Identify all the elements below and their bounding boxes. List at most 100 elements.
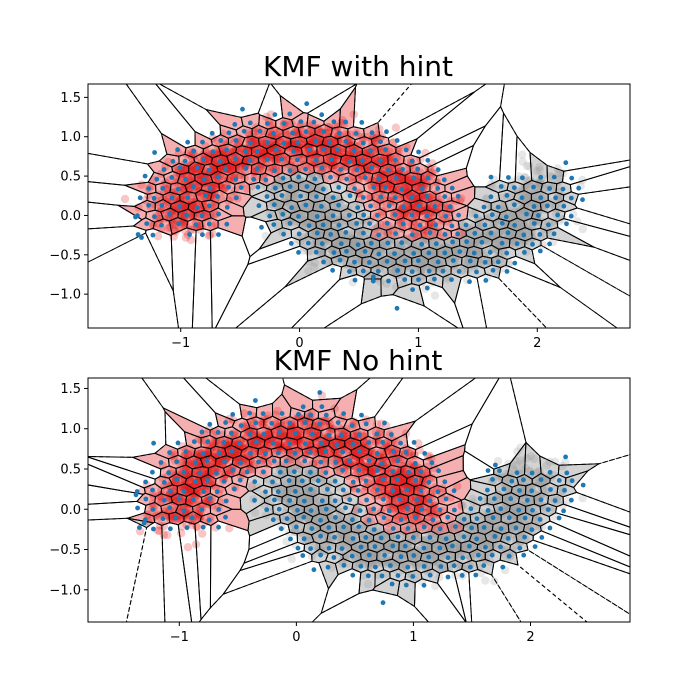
data-point-upper xyxy=(188,212,198,221)
data-point-upper xyxy=(391,169,401,178)
data-point-upper xyxy=(416,192,425,201)
chart-title: KMF with hint xyxy=(263,50,453,83)
centroid-point xyxy=(137,195,143,201)
data-point-lower xyxy=(304,266,313,276)
data-point-upper xyxy=(419,205,428,215)
centroid-point xyxy=(362,175,368,181)
centroid-point xyxy=(267,213,273,219)
centroid-point xyxy=(409,212,415,218)
centroid-point xyxy=(449,223,455,229)
centroid-point xyxy=(512,260,518,266)
data-point-upper xyxy=(388,184,398,193)
y-tick-label: 0.5 xyxy=(60,170,81,185)
centroid-point xyxy=(206,167,212,173)
centroid-point xyxy=(281,231,286,237)
data-point-upper xyxy=(376,169,385,178)
centroid-point xyxy=(346,212,352,218)
data-point-lower xyxy=(403,250,412,259)
centroid-point xyxy=(306,223,312,229)
data-point-upper xyxy=(333,141,342,151)
centroid-point xyxy=(383,184,389,190)
data-point-upper xyxy=(227,147,236,157)
centroid-point xyxy=(319,241,325,247)
data-point-upper xyxy=(371,193,380,202)
centroid-point xyxy=(392,251,397,256)
data-point-lower xyxy=(419,251,429,260)
centroid-point xyxy=(531,221,537,226)
centroid-point xyxy=(251,176,257,182)
centroid-point xyxy=(193,222,199,228)
centroid-point xyxy=(360,195,366,200)
centroid-point xyxy=(161,167,167,172)
data-point-lower xyxy=(435,224,444,234)
data-point-upper xyxy=(291,128,301,137)
data-point-lower xyxy=(523,192,532,201)
centroid-point xyxy=(392,195,398,201)
centroid-point xyxy=(368,240,374,246)
centroid-point xyxy=(336,185,342,190)
data-point-lower xyxy=(311,179,320,189)
data-point-lower xyxy=(443,275,452,284)
data-point-upper xyxy=(298,127,307,136)
data-point-upper xyxy=(153,232,163,241)
data-point-upper xyxy=(420,227,429,236)
data-point-upper xyxy=(388,184,397,193)
centroid-point xyxy=(503,214,509,220)
data-point-lower xyxy=(289,192,299,201)
data-point-upper xyxy=(416,179,425,188)
data-point-lower xyxy=(519,219,528,228)
data-point-upper xyxy=(199,150,208,159)
centroid-point xyxy=(488,194,494,200)
centroid-point xyxy=(159,203,165,208)
data-point-lower xyxy=(383,243,392,252)
centroid-point xyxy=(319,165,325,171)
centroid-point xyxy=(392,212,398,218)
data-point-upper xyxy=(363,132,372,142)
data-point-upper xyxy=(187,173,196,182)
data-point-upper xyxy=(251,127,261,136)
centroid-point xyxy=(504,250,510,256)
centroid-point xyxy=(561,203,567,209)
data-point-lower xyxy=(522,177,531,186)
y-tick-label: −1.0 xyxy=(49,288,81,303)
centroid-point xyxy=(144,221,150,227)
centroid-point xyxy=(386,203,392,209)
centroid-point xyxy=(409,158,415,164)
centroid-point xyxy=(328,232,334,237)
data-point-upper xyxy=(394,216,403,225)
data-point-lower xyxy=(417,266,426,275)
centroid-point xyxy=(553,195,558,201)
centroid-point xyxy=(376,232,382,238)
data-point-upper xyxy=(249,128,258,137)
y-tick-label: 1.5 xyxy=(60,91,81,106)
centroid-point xyxy=(264,194,270,199)
centroid-point xyxy=(313,157,319,163)
centroid-point xyxy=(216,232,221,238)
data-point-upper xyxy=(208,133,217,143)
data-point-upper xyxy=(189,151,198,160)
centroid-point xyxy=(330,267,335,273)
data-point-upper xyxy=(393,185,402,194)
data-point-lower xyxy=(404,247,413,257)
data-point-lower xyxy=(461,258,470,267)
centroid-point xyxy=(551,174,557,180)
centroid-point xyxy=(215,194,220,199)
data-point-lower xyxy=(308,211,317,221)
centroid-point xyxy=(296,231,302,237)
y-tick-label: 0.0 xyxy=(60,209,81,224)
centroid-point xyxy=(538,174,544,180)
data-point-lower xyxy=(522,194,531,203)
centroid-point xyxy=(443,213,449,219)
data-point-upper xyxy=(198,198,207,207)
data-point-upper xyxy=(391,123,401,132)
centroid-point xyxy=(409,232,415,238)
centroid-point xyxy=(403,147,409,153)
data-point-lower xyxy=(278,178,287,188)
data-point-upper xyxy=(169,219,179,228)
centroid-point xyxy=(243,149,248,154)
data-point-lower xyxy=(391,282,401,292)
data-point-lower xyxy=(523,176,532,185)
centroid-point xyxy=(472,230,478,236)
data-point-upper xyxy=(373,168,383,178)
data-point-upper xyxy=(233,141,243,150)
